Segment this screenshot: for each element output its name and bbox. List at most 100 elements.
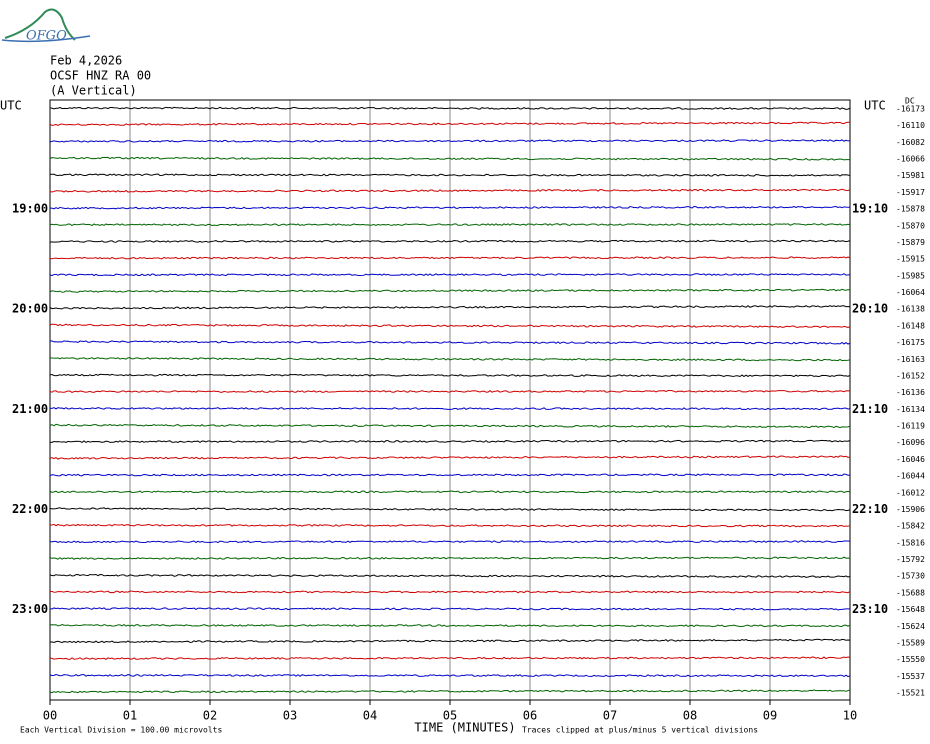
trace <box>49 507 851 512</box>
trace <box>49 188 851 193</box>
hour-label: 20:10 <box>852 302 888 316</box>
trace <box>49 173 851 177</box>
offset-label: -16096 <box>896 438 925 447</box>
trace <box>49 357 851 362</box>
scale-note: Each Vertical Division = 100.00 microvol… <box>20 726 222 735</box>
offset-label: -16044 <box>896 472 925 481</box>
trace <box>49 256 851 260</box>
trace <box>49 156 851 161</box>
offset-label: -16163 <box>896 355 925 364</box>
offset-label: -16119 <box>896 422 925 431</box>
offset-label: -15870 <box>896 221 925 230</box>
trace <box>49 373 851 378</box>
trace <box>49 340 851 345</box>
x-tick-label: 07 <box>603 709 617 723</box>
trace <box>49 689 851 694</box>
offset-label: -15816 <box>896 538 925 547</box>
x-tick-label: 10 <box>843 709 857 723</box>
component: (A Vertical) <box>50 84 137 98</box>
x-tick-label: 05 <box>443 709 457 723</box>
trace <box>49 638 851 644</box>
offset-label: -16082 <box>896 138 925 147</box>
trace <box>49 273 851 277</box>
offset-label: -16175 <box>896 338 925 347</box>
trace <box>49 139 851 143</box>
offset-label: -15915 <box>896 255 925 264</box>
trace <box>49 473 851 477</box>
offset-label: -15842 <box>896 522 925 531</box>
offset-label: -15879 <box>896 238 925 247</box>
offset-label: -15589 <box>896 638 925 647</box>
offset-label: -15792 <box>896 555 925 564</box>
hour-label: 22:10 <box>852 502 888 516</box>
trace <box>49 323 851 329</box>
offset-label: -16110 <box>896 121 925 130</box>
offset-label: -16066 <box>896 155 925 164</box>
plot: 00 01 02 03 04 05 06 07 08 09 10 -16173 -16110 -16082… <box>12 99 925 723</box>
trace <box>49 239 851 243</box>
hour-label: 19:10 <box>852 202 888 216</box>
offset-label: -15906 <box>896 505 925 514</box>
trace <box>49 389 851 393</box>
offset-label: -15730 <box>896 572 925 581</box>
offset-label: -16012 <box>896 488 925 497</box>
trace <box>49 607 851 611</box>
offset-label: -15917 <box>896 188 925 197</box>
hour-label: 21:10 <box>852 402 888 416</box>
date: Feb 4,2026 <box>50 54 122 68</box>
hour-label: 21:00 <box>12 402 48 416</box>
logo-line <box>1 35 91 43</box>
trace <box>49 121 851 126</box>
trace <box>49 407 851 411</box>
offset-label: -15985 <box>896 271 925 280</box>
offset-label: -16136 <box>896 388 925 397</box>
offset-label: -16152 <box>896 371 925 380</box>
offset-label: -15537 <box>896 672 925 681</box>
x-tick-label: 03 <box>283 709 297 723</box>
trace <box>49 455 851 460</box>
trace <box>49 490 851 494</box>
left-axis-title: UTC <box>0 99 22 113</box>
x-tick-label: 04 <box>363 709 377 723</box>
trace <box>49 439 851 444</box>
trace <box>49 223 851 227</box>
offset-label: -15624 <box>896 622 925 631</box>
x-tick-label: 02 <box>203 709 217 723</box>
trace <box>49 624 851 628</box>
offset-label: -16134 <box>896 405 925 414</box>
trace <box>49 573 851 578</box>
offset-label: -15521 <box>896 689 925 698</box>
trace <box>49 305 851 310</box>
trace <box>49 205 851 210</box>
trace <box>49 106 851 110</box>
trace <box>49 590 851 594</box>
trace <box>49 540 851 544</box>
clip-note: Traces clipped at plus/minus 5 vertical … <box>522 726 758 735</box>
x-tick-label: 08 <box>683 709 697 723</box>
x-tick-label: 01 <box>123 709 137 723</box>
offset-label: -15878 <box>896 205 925 214</box>
logo-swoosh <box>4 8 76 41</box>
logo-text: OFGO <box>26 29 67 44</box>
trace <box>49 523 851 528</box>
plot-frame <box>49 99 851 701</box>
offset-label: -16064 <box>896 288 925 297</box>
trace <box>49 556 851 560</box>
offset-label: -15981 <box>896 171 925 180</box>
hour-label: 23:00 <box>12 602 48 616</box>
hour-label: 23:10 <box>852 602 888 616</box>
offset-label: -15550 <box>896 655 925 664</box>
station: OCSF HNZ RA 00 <box>50 69 151 83</box>
trace <box>49 673 851 678</box>
trace <box>49 656 851 660</box>
x-axis-title: TIME (MINUTES) <box>414 721 515 735</box>
offset-title: DC <box>905 97 915 106</box>
offset-label: -16173 <box>896 105 925 114</box>
hour-label: 22:00 <box>12 502 48 516</box>
right-axis-title: UTC <box>864 99 886 113</box>
offset-label: -15688 <box>896 588 925 597</box>
x-tick-label: 00 <box>43 709 57 723</box>
hour-label: 19:00 <box>12 202 48 216</box>
